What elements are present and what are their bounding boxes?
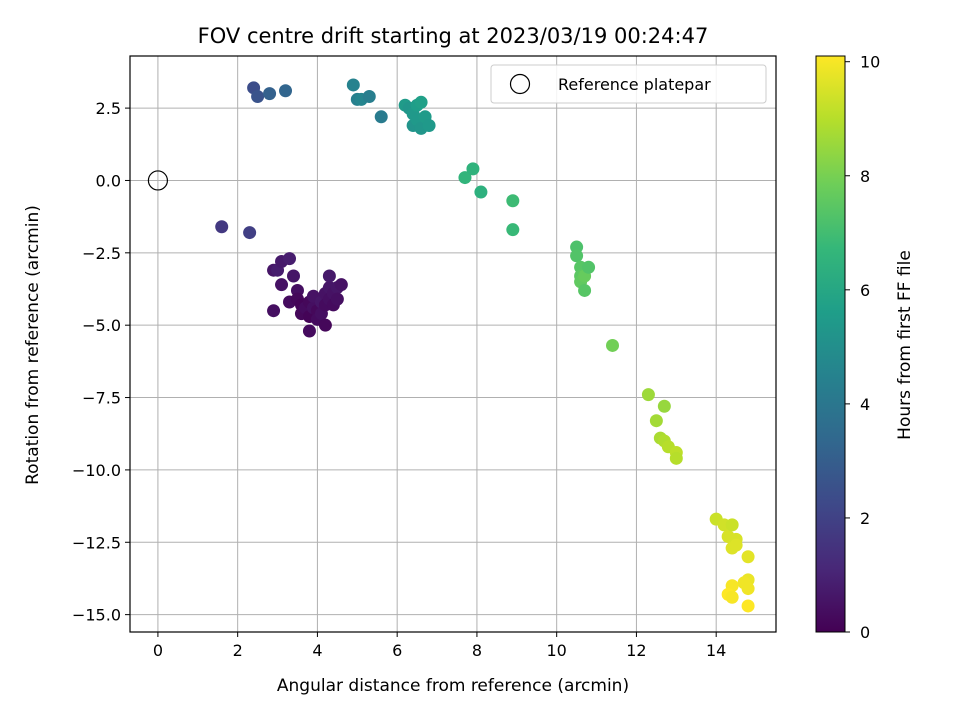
- data-point: [669, 451, 683, 465]
- data-points: [215, 78, 755, 613]
- data-point: [606, 338, 620, 352]
- y-tick-label: −12.5: [72, 533, 121, 552]
- y-tick-label: −5.0: [82, 316, 121, 335]
- colorbar-label: Hours from first FF file: [895, 250, 915, 440]
- y-tick-label: −15.0: [72, 606, 121, 625]
- x-tick-label: 2: [233, 641, 243, 660]
- data-point: [318, 318, 332, 332]
- data-point: [374, 110, 388, 124]
- data-point: [741, 599, 755, 613]
- reference-marker-group: [147, 170, 169, 191]
- data-point: [334, 278, 348, 292]
- data-point: [302, 324, 316, 338]
- data-point: [362, 90, 376, 104]
- x-axis-label: Angular distance from reference (arcmin): [277, 676, 629, 696]
- data-point: [243, 226, 257, 240]
- data-point: [286, 269, 300, 283]
- data-point: [506, 194, 520, 208]
- colorbar-tick-label: 6: [860, 281, 870, 300]
- colorbar-tick-label: 8: [860, 167, 870, 186]
- colorbar-tick-label: 10: [860, 53, 880, 72]
- data-point: [283, 252, 297, 266]
- y-tick-label: 2.5: [96, 99, 121, 118]
- data-point: [741, 550, 755, 564]
- y-tick-label: −10.0: [72, 461, 121, 480]
- data-point: [741, 582, 755, 596]
- data-point: [506, 223, 520, 237]
- colorbar-gradient: [815, 55, 846, 633]
- x-tick-label: 6: [392, 641, 402, 660]
- legend: Reference platepar: [490, 64, 767, 104]
- y-ticks: 2.5 0.0 −2.5 −5.0 −7.5 −10.0 −12.5 −15.0: [72, 99, 130, 625]
- data-point: [263, 87, 277, 101]
- plot-frame: [129, 55, 777, 633]
- data-point: [275, 278, 289, 292]
- data-point: [474, 185, 488, 199]
- data-point: [725, 518, 739, 532]
- data-point: [729, 538, 743, 552]
- data-point: [582, 260, 596, 274]
- reference-marker: [147, 170, 169, 191]
- x-tick-label: 10: [546, 641, 566, 660]
- data-point: [414, 95, 428, 109]
- x-tick-label: 0: [153, 641, 163, 660]
- data-point: [466, 162, 480, 176]
- data-point: [215, 220, 229, 234]
- colorbar-tick-label: 4: [860, 395, 870, 414]
- x-tick-label: 4: [312, 641, 322, 660]
- legend-reference-marker: [509, 73, 531, 95]
- legend-box: [490, 64, 767, 104]
- data-point: [267, 304, 281, 318]
- y-tick-label: 0.0: [96, 171, 121, 190]
- x-ticks: 0 2 4 6 8 10 12 14: [153, 632, 726, 660]
- data-point: [649, 414, 663, 428]
- colorbar-tick-label: 2: [860, 509, 870, 528]
- data-point: [641, 388, 655, 402]
- x-tick-label: 12: [626, 641, 646, 660]
- colorbar-tick-label: 0: [860, 623, 870, 642]
- data-point: [570, 249, 584, 263]
- data-point: [346, 78, 360, 92]
- y-tick-label: −7.5: [82, 389, 121, 408]
- data-point: [725, 590, 739, 604]
- data-point: [578, 283, 592, 297]
- data-point: [330, 292, 344, 306]
- data-point: [458, 171, 472, 185]
- y-tick-label: −2.5: [82, 244, 121, 263]
- data-point: [251, 90, 265, 104]
- colorbar: 0 2 4 6 8 10 Hours from first FF file: [815, 53, 915, 642]
- data-point: [322, 269, 336, 283]
- colorbar-ticks: 0 2 4 6 8 10: [845, 53, 880, 642]
- y-axis-label: Rotation from reference (arcmin): [23, 205, 43, 485]
- x-tick-label: 8: [472, 641, 482, 660]
- legend-label: Reference platepar: [558, 75, 711, 94]
- chart-title: FOV centre drift starting at 2023/03/19 …: [198, 24, 709, 48]
- data-point: [422, 118, 436, 132]
- x-tick-label: 14: [706, 641, 726, 660]
- data-point: [279, 84, 293, 98]
- data-point: [657, 399, 671, 413]
- grid: [130, 56, 776, 632]
